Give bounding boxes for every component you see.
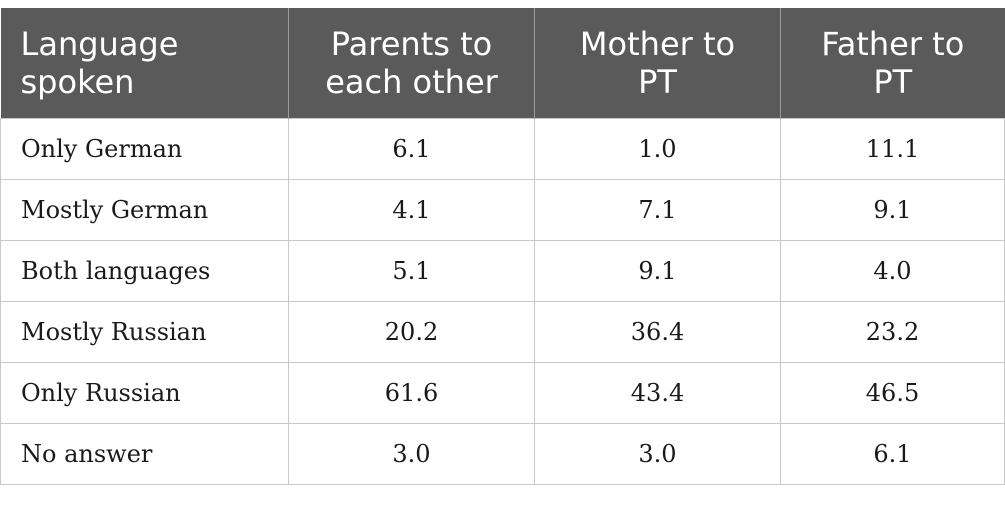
table-row: Mostly German 4.1 7.1 9.1 <box>0 178 1005 241</box>
cell-parents: 61.6 <box>288 361 535 424</box>
header-line: Language <box>20 24 179 63</box>
table-row: Only Russian 61.6 43.4 46.5 <box>0 361 1005 424</box>
row-label: Only Russian <box>0 361 289 424</box>
table-row: Only German 6.1 1.0 11.1 <box>0 117 1005 180</box>
language-table: Language spoken Parents to each other Mo… <box>0 8 1005 485</box>
table-body: Only German 6.1 1.0 11.1 Mostly German 4… <box>0 117 1005 485</box>
cell-parents: 5.1 <box>288 239 535 302</box>
cell-father: 11.1 <box>780 117 1005 180</box>
table-header: Language spoken Parents to each other Mo… <box>0 8 1005 118</box>
cell-mother: 3.0 <box>534 422 781 485</box>
table-row: Both languages 5.1 9.1 4.0 <box>0 239 1005 302</box>
header-line: PT <box>873 62 913 101</box>
cell-parents: 4.1 <box>288 178 535 241</box>
row-label: No answer <box>0 422 289 485</box>
cell-father: 6.1 <box>780 422 1005 485</box>
header-father-to-pt: Father to PT <box>780 8 1005 118</box>
cell-parents: 6.1 <box>288 117 535 180</box>
row-label: Mostly German <box>0 178 289 241</box>
cell-mother: 7.1 <box>534 178 781 241</box>
header-line: Mother to <box>579 24 736 63</box>
header-line: PT <box>638 62 677 101</box>
cell-father: 9.1 <box>780 178 1005 241</box>
header-row: Language spoken Parents to each other Mo… <box>0 8 1005 118</box>
header-line: spoken <box>20 62 135 101</box>
cell-mother: 9.1 <box>534 239 781 302</box>
row-label: Mostly Russian <box>0 300 289 363</box>
header-line: each other <box>325 62 498 101</box>
cell-father: 4.0 <box>780 239 1005 302</box>
cell-parents: 20.2 <box>288 300 535 363</box>
cell-parents: 3.0 <box>288 422 535 485</box>
cell-father: 46.5 <box>780 361 1005 424</box>
header-parents-to-each-other: Parents to each other <box>288 8 535 118</box>
table-row: No answer 3.0 3.0 6.1 <box>0 422 1005 485</box>
header-language-spoken: Language spoken <box>1 8 289 118</box>
header-line: Father to <box>821 24 965 63</box>
cell-father: 23.2 <box>780 300 1005 363</box>
header-mother-to-pt: Mother to PT <box>534 8 781 118</box>
cell-mother: 1.0 <box>534 117 781 180</box>
cell-mother: 43.4 <box>534 361 781 424</box>
row-label: Both languages <box>0 239 289 302</box>
header-line: Parents to <box>330 24 493 63</box>
cell-mother: 36.4 <box>534 300 781 363</box>
row-label: Only German <box>0 117 289 180</box>
table-row: Mostly Russian 20.2 36.4 23.2 <box>0 300 1005 363</box>
